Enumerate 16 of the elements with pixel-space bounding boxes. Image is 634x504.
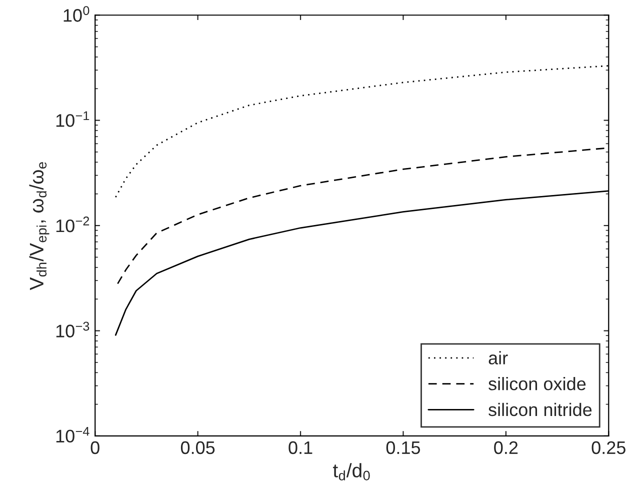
legend-label: silicon nitride <box>488 402 592 416</box>
y-tick-label: 10$^{0}$ <box>64 6 90 22</box>
y-tick-label: 10$^{−4}$ <box>56 426 90 443</box>
y-axis-title: V$_{dh}$/V$_{epi}$, ω$_{d}$/ω$_{e}$ <box>29 162 50 290</box>
legend-label: air <box>488 351 508 364</box>
y-tick-label: 10$^{−2}$ <box>56 216 90 232</box>
x-axis-title: t$_{d}$/d$_{0}$ <box>333 463 370 480</box>
x-tick-label: 0.2 <box>494 441 518 454</box>
x-tick-label: 0.25 <box>592 441 626 454</box>
legend-label: silicon oxide <box>488 377 586 390</box>
x-tick-label: 0.05 <box>180 441 215 454</box>
y-tick-label: 10$^{−3}$ <box>56 322 90 338</box>
y-tick-label: 10$^{−1}$ <box>56 111 90 127</box>
x-tick-label: 0 <box>90 441 100 454</box>
x-tick-label: 0.1 <box>288 441 312 454</box>
x-tick-label: 0.15 <box>386 441 420 454</box>
